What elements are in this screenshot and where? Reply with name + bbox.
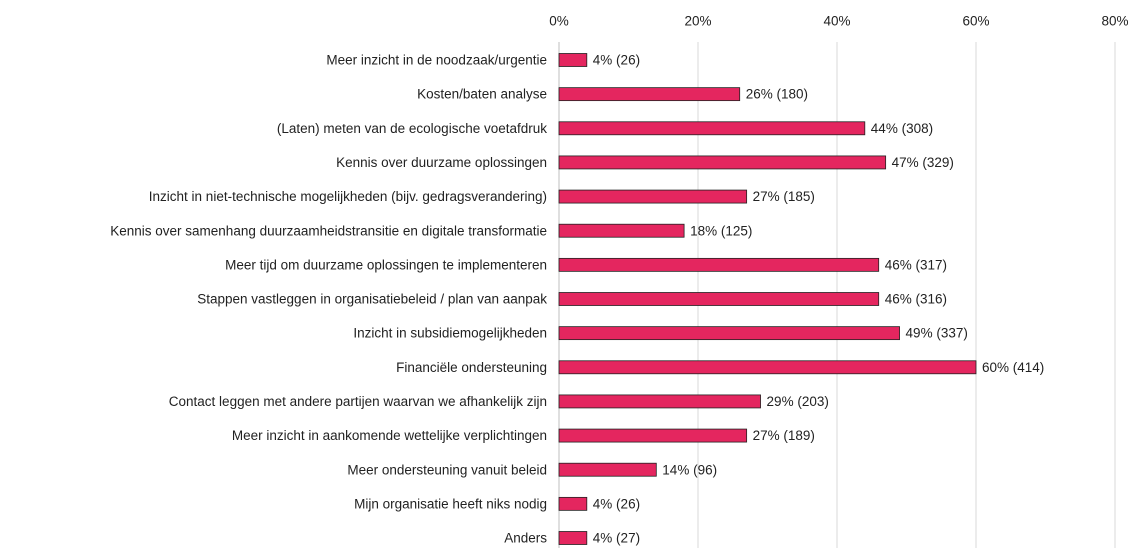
- y-tick-label: Kennis over duurzame oplossingen: [336, 155, 547, 170]
- value-label: 27% (189): [753, 428, 815, 443]
- y-tick-label: Inzicht in niet-technische mogelijkheden…: [149, 189, 547, 204]
- value-label: 14% (96): [662, 462, 717, 477]
- y-tick-label: Mijn organisatie heeft niks nodig: [354, 496, 547, 511]
- value-label: 46% (316): [885, 292, 947, 307]
- bar: [558, 223, 685, 238]
- bar: [558, 360, 977, 375]
- y-tick-label: Meer ondersteuning vanuit beleid: [347, 462, 547, 477]
- y-tick-label: (Laten) meten van de ecologische voetafd…: [277, 121, 547, 136]
- bar: [558, 428, 748, 443]
- x-tick-label: 60%: [962, 14, 989, 29]
- value-label: 18% (125): [690, 223, 752, 238]
- y-tick-label: Meer tijd om duurzame oplossingen te imp…: [225, 257, 547, 272]
- bar: [558, 53, 588, 67]
- value-label: 47% (329): [892, 155, 954, 170]
- value-label: 27% (185): [753, 189, 815, 204]
- value-label: 4% (26): [593, 53, 640, 68]
- bar: [558, 292, 880, 306]
- value-label: 44% (308): [871, 121, 933, 136]
- value-label: 46% (317): [885, 257, 947, 272]
- value-label: 26% (180): [746, 87, 808, 102]
- bar: [558, 326, 900, 341]
- y-tick-label: Kennis over samenhang duurzaamheidstrans…: [110, 223, 547, 238]
- x-tick-label: 80%: [1101, 14, 1128, 29]
- value-label: 29% (203): [767, 394, 829, 409]
- value-label: 4% (26): [593, 496, 640, 511]
- y-tick-label: Anders: [504, 531, 547, 546]
- bar: [558, 394, 761, 409]
- bar: [558, 189, 748, 204]
- y-tick-label: Contact leggen met andere partijen waarv…: [169, 394, 547, 409]
- value-label: 60% (414): [982, 360, 1044, 375]
- y-tick-label: Financiële ondersteuning: [396, 360, 547, 375]
- value-label: 4% (27): [593, 531, 640, 546]
- bar: [558, 462, 657, 477]
- x-tick-label: 0%: [549, 14, 569, 29]
- y-tick-label: Meer inzicht in aankomende wettelijke ve…: [232, 428, 547, 443]
- bar: [558, 531, 588, 545]
- bar: [558, 496, 588, 511]
- bar: [558, 257, 880, 272]
- bar: [558, 155, 887, 170]
- y-tick-label: Inzicht in subsidiemogelijkheden: [353, 326, 547, 341]
- x-tick-label: 40%: [823, 14, 850, 29]
- y-tick-label: Meer inzicht in de noodzaak/urgentie: [326, 53, 547, 68]
- y-tick-label: Stappen vastleggen in organisatiebeleid …: [197, 292, 547, 307]
- bar: [558, 121, 866, 136]
- bar: [558, 87, 741, 102]
- y-tick-label: Kosten/baten analyse: [417, 87, 547, 102]
- x-tick-label: 20%: [684, 14, 711, 29]
- value-label: 49% (337): [906, 326, 968, 341]
